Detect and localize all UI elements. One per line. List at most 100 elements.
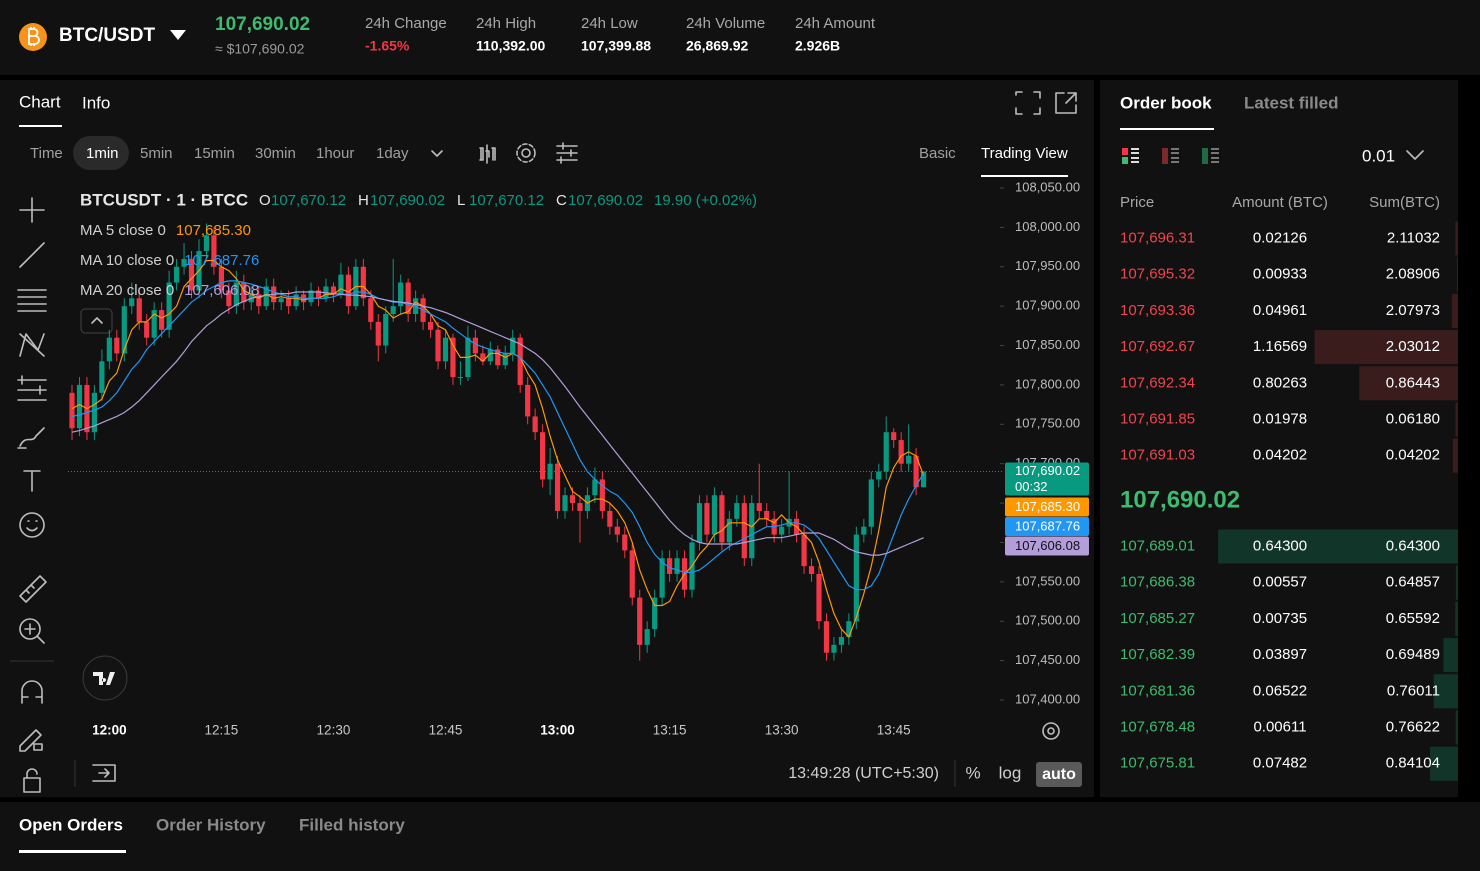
- ob-price[interactable]: 107,689.01: [1120, 537, 1195, 554]
- candle-body: [779, 526, 785, 535]
- ob-price[interactable]: 107,686.38: [1120, 574, 1195, 591]
- stay-drawing-tool[interactable]: [19, 729, 43, 752]
- candle-body: [181, 258, 187, 267]
- depth-bar: [1455, 601, 1458, 636]
- y-tick-label: 107,850.00: [1015, 337, 1080, 352]
- auto-pill[interactable]: [1036, 762, 1082, 787]
- y-tick-label: 107,450.00: [1015, 652, 1080, 667]
- crosshair-tool[interactable]: [19, 197, 45, 223]
- tab[interactable]: Info: [82, 93, 110, 112]
- candle-body: [554, 463, 561, 511]
- ob-price[interactable]: 107,682.39: [1120, 646, 1195, 663]
- lock-tool[interactable]: [23, 768, 41, 793]
- interval[interactable]: 1hour: [316, 145, 354, 162]
- ob-price[interactable]: 107,691.03: [1120, 447, 1195, 464]
- y-tick-label: 107,800.00: [1015, 376, 1080, 391]
- candle-body: [868, 479, 874, 527]
- popout-icon[interactable]: [1055, 92, 1077, 114]
- orders-tab[interactable]: Filled history: [299, 815, 405, 834]
- precision-chevron[interactable]: [1406, 150, 1424, 160]
- candle-body: [734, 503, 740, 519]
- ruler-tool[interactable]: [19, 575, 47, 603]
- ob-tab[interactable]: Order book: [1120, 93, 1212, 112]
- stat-value: -1.65%: [365, 38, 410, 54]
- view-icon[interactable]: [1122, 148, 1128, 155]
- candle-body: [487, 349, 493, 362]
- emoji-tool[interactable]: [19, 512, 45, 538]
- candle-body: [129, 298, 135, 307]
- fullscreen-icon[interactable]: [1015, 91, 1041, 115]
- text-tool[interactable]: [23, 470, 41, 492]
- brush-tool[interactable]: [17, 427, 45, 449]
- legend-collapse-icon: [91, 317, 103, 324]
- ob-price[interactable]: 107,693.36: [1120, 302, 1195, 319]
- fib-tool[interactable]: [17, 289, 47, 312]
- candle-body: [898, 440, 904, 464]
- candle-body: [726, 518, 732, 543]
- pair-dropdown[interactable]: [170, 30, 186, 40]
- candle-body: [450, 337, 456, 378]
- scale-option[interactable]: auto: [1042, 766, 1076, 783]
- candle-style-icon[interactable]: [479, 144, 496, 164]
- ob-amount: 0.07482: [1253, 755, 1307, 772]
- ob-amount: 0.00933: [1253, 266, 1307, 283]
- indicators-icon[interactable]: [556, 142, 578, 164]
- scale-option[interactable]: %: [965, 763, 980, 782]
- interval-chevron[interactable]: [431, 150, 443, 157]
- ohlc-change: 19.90 (+0.02%): [654, 192, 757, 209]
- pattern-tool[interactable]: [19, 333, 45, 357]
- ob-amount: 0.00735: [1253, 610, 1307, 627]
- ob-price[interactable]: 107,695.32: [1120, 266, 1195, 283]
- ob-price[interactable]: 107,696.31: [1120, 229, 1195, 246]
- depth-bar: [1455, 221, 1458, 256]
- view-icon[interactable]: [1162, 148, 1168, 164]
- legend-name[interactable]: MA 10 close 0: [80, 252, 174, 269]
- ob-amount: 0.80263: [1253, 374, 1307, 391]
- candle-body: [853, 534, 859, 622]
- projection-tool[interactable]: [17, 375, 47, 401]
- stat-label: 24h Change: [365, 15, 447, 32]
- view-option[interactable]: Basic: [919, 145, 956, 162]
- ob-column: Amount (BTC): [1232, 194, 1328, 211]
- ob-price[interactable]: 107,678.48: [1120, 718, 1195, 735]
- axis-settings-icon[interactable]: [1042, 722, 1060, 740]
- legend-name[interactable]: MA 5 close 0: [80, 222, 166, 239]
- tab[interactable]: Chart: [19, 92, 61, 111]
- view-icon[interactable]: [1202, 148, 1208, 164]
- ob-price[interactable]: 107,692.34: [1120, 374, 1195, 391]
- candle-body: [831, 644, 837, 653]
- date-range-icon[interactable]: [92, 764, 116, 782]
- candle-body: [906, 455, 912, 464]
- ob-price[interactable]: 107,675.81: [1120, 755, 1195, 772]
- ohlc-key: O: [259, 192, 271, 209]
- interval[interactable]: 15min: [194, 145, 235, 162]
- interval: Time: [30, 145, 63, 162]
- view-option[interactable]: Trading View: [981, 145, 1068, 162]
- zoom-tool[interactable]: [19, 618, 41, 640]
- candle-body: [256, 294, 262, 307]
- interval[interactable]: 30min: [255, 145, 296, 162]
- candle-body: [704, 503, 710, 535]
- line-tool[interactable]: [19, 242, 45, 268]
- interval[interactable]: 1min: [86, 145, 119, 162]
- orders-tab[interactable]: Open Orders: [19, 815, 123, 834]
- interval[interactable]: 5min: [140, 145, 173, 162]
- pair[interactable]: BTC/USDT: [59, 25, 155, 46]
- orders-tab[interactable]: Order History: [156, 815, 266, 834]
- precision[interactable]: 0.01: [1362, 146, 1395, 165]
- scale-option[interactable]: log: [999, 763, 1022, 782]
- candle-body: [614, 526, 620, 535]
- ob-price[interactable]: 107,692.67: [1120, 338, 1195, 355]
- legend-name[interactable]: MA 20 close 0: [80, 282, 174, 299]
- legend-collapse[interactable]: [80, 308, 113, 334]
- ob-price[interactable]: 107,685.27: [1120, 610, 1195, 627]
- view-icon-lines: [1171, 148, 1179, 163]
- candle-body: [749, 503, 755, 559]
- ob-price[interactable]: 107,681.36: [1120, 682, 1195, 699]
- magnet-tool[interactable]: [21, 680, 43, 704]
- settings-icon[interactable]: [521, 148, 531, 158]
- interval[interactable]: 1day: [376, 145, 409, 162]
- ma-tag-label: 107,685.30: [1015, 499, 1080, 514]
- ob-price[interactable]: 107,691.85: [1120, 410, 1195, 427]
- ob-tab[interactable]: Latest filled: [1244, 93, 1338, 112]
